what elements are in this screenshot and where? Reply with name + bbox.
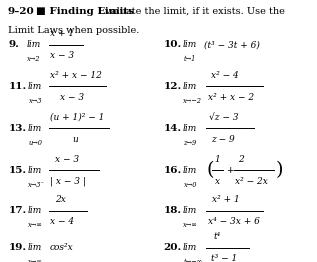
Text: x→3: x→3 — [29, 97, 42, 105]
Text: x→−2: x→−2 — [183, 97, 202, 105]
Text: 9–20: 9–20 — [8, 7, 35, 15]
Text: x→3⁻: x→3⁻ — [28, 181, 45, 189]
Text: t³ − 1: t³ − 1 — [211, 254, 237, 262]
Text: t→1: t→1 — [184, 55, 196, 63]
Text: 15.: 15. — [9, 166, 27, 175]
Text: 16.: 16. — [163, 166, 182, 175]
Text: lim: lim — [28, 243, 42, 252]
Text: x→∞: x→∞ — [28, 221, 43, 229]
Text: x→∞: x→∞ — [183, 221, 198, 229]
Text: lim: lim — [28, 82, 42, 91]
Text: 13.: 13. — [9, 124, 27, 133]
Text: x − 4: x − 4 — [50, 217, 74, 226]
Text: x→∞: x→∞ — [28, 258, 43, 262]
Text: x→2: x→2 — [27, 55, 41, 63]
Text: | x − 3 |: | x − 3 | — [50, 177, 86, 186]
Text: 11.: 11. — [9, 82, 27, 91]
Text: (u + 1)² − 1: (u + 1)² − 1 — [50, 113, 105, 122]
Text: t⁴: t⁴ — [214, 232, 221, 241]
Text: 2x: 2x — [55, 195, 66, 204]
Text: x² − 4: x² − 4 — [211, 71, 239, 80]
Text: t→−∞: t→−∞ — [183, 258, 202, 262]
Text: x² − 2x: x² − 2x — [235, 177, 268, 186]
Text: lim: lim — [28, 166, 42, 175]
Text: lim: lim — [183, 166, 197, 175]
Text: 9.: 9. — [9, 40, 20, 49]
Text: x + 1: x + 1 — [50, 29, 74, 38]
Text: (t³ − 3t + 6): (t³ − 3t + 6) — [204, 40, 260, 49]
Text: 17.: 17. — [9, 206, 27, 215]
Text: z − 9: z − 9 — [211, 135, 235, 144]
Text: 10.: 10. — [163, 40, 182, 49]
Text: lim: lim — [183, 206, 197, 215]
Text: u→0: u→0 — [29, 139, 42, 147]
Text: lim: lim — [183, 243, 197, 252]
Text: x − 3: x − 3 — [55, 155, 79, 164]
Text: x² + 1: x² + 1 — [212, 195, 240, 204]
Text: lim: lim — [28, 124, 42, 133]
Text: z→9: z→9 — [184, 139, 197, 147]
Text: 14.: 14. — [163, 124, 181, 133]
Text: 1: 1 — [215, 155, 220, 164]
Text: (: ( — [206, 161, 214, 179]
Text: ■ Finding Limits: ■ Finding Limits — [36, 7, 134, 15]
Text: x: x — [215, 177, 220, 186]
Text: 18.: 18. — [163, 206, 181, 215]
Text: 19.: 19. — [9, 243, 27, 252]
Text: lim: lim — [26, 40, 41, 49]
Text: 2: 2 — [238, 155, 243, 164]
Text: √z − 3: √z − 3 — [209, 113, 239, 122]
Text: 20.: 20. — [163, 243, 182, 252]
Text: x − 3: x − 3 — [60, 93, 84, 102]
Text: x² + x − 2: x² + x − 2 — [208, 93, 254, 102]
Text: ): ) — [275, 161, 283, 179]
Text: lim: lim — [183, 82, 197, 91]
Text: lim: lim — [183, 40, 197, 49]
Text: x⁴ − 3x + 6: x⁴ − 3x + 6 — [208, 217, 260, 226]
Text: lim: lim — [28, 206, 42, 215]
Text: u: u — [72, 135, 78, 144]
Text: x − 3: x − 3 — [50, 51, 74, 60]
Text: +: + — [226, 166, 233, 175]
Text: Limit Laws when possible.: Limit Laws when possible. — [8, 26, 139, 35]
Text: 12.: 12. — [163, 82, 182, 91]
Text: x² + x − 12: x² + x − 12 — [50, 71, 102, 80]
Text: x→0: x→0 — [184, 181, 197, 189]
Text: cos²x: cos²x — [50, 243, 74, 252]
Text: lim: lim — [183, 124, 197, 133]
Text: Evaluate the limit, if it exists. Use the: Evaluate the limit, if it exists. Use th… — [92, 7, 285, 15]
